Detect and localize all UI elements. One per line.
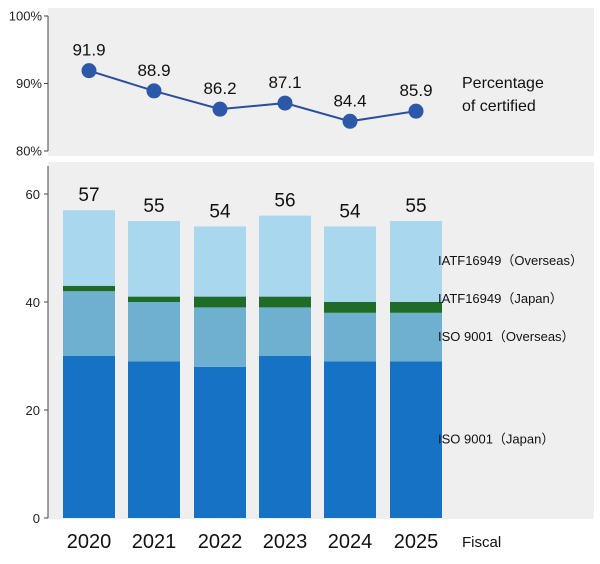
bar-total-label: 54 <box>339 201 361 222</box>
bar-segment <box>194 296 246 308</box>
bar-segment <box>63 210 115 286</box>
bar-y-axis: 0 20 40 60 <box>26 166 49 526</box>
bar-total-label: 55 <box>405 196 426 217</box>
bar-segment <box>63 356 115 518</box>
percentage-point <box>277 95 293 111</box>
bar-segment <box>128 221 180 297</box>
bar-x-tick-label: 2020 <box>67 531 112 553</box>
bar-x-tick-label: 2022 <box>198 531 243 553</box>
bar-segment <box>324 226 376 302</box>
bar-segment <box>128 296 180 302</box>
series-label: ISO 9001（Japan） <box>438 432 554 447</box>
bar-segment <box>128 302 180 362</box>
bar-x-tick-label: 2021 <box>132 531 177 553</box>
line-y-tick-label: 90% <box>16 76 42 91</box>
bar-segment <box>324 302 376 313</box>
bar-total-labels: 57 55 54 56 54 55 <box>78 185 426 222</box>
bar-y-tick-label: 20 <box>26 403 40 418</box>
bar-segment <box>194 307 246 367</box>
line-chart-background <box>48 8 594 156</box>
bar-segment <box>63 285 115 292</box>
percentage-point <box>408 103 424 119</box>
percentage-points <box>81 63 424 129</box>
line-y-axis: 80% 90% 100% <box>9 9 49 159</box>
line-label-line-2: of certified <box>462 98 536 115</box>
line-y-tick-label: 80% <box>16 144 42 159</box>
percentage-value-labels: 91.9 88.9 86.2 87.1 84.4 85.9 <box>72 41 432 111</box>
percentage-line <box>88 69 417 123</box>
series-label: ISO 9001（Overseas） <box>438 329 575 344</box>
bar-segment <box>259 307 311 356</box>
percentage-value-label: 85.9 <box>399 81 432 100</box>
bar-segment <box>390 221 442 302</box>
bar-y-tick-label: 0 <box>33 511 40 526</box>
series-labels: ISO 9001（Japan） ISO 9001（Overseas） IATF169… <box>438 253 583 447</box>
bar-segment <box>324 312 376 362</box>
bar-segment <box>390 361 442 518</box>
bar-x-axis: 2020 2021 2022 2023 2024 2025 <box>67 531 439 553</box>
bar-x-tick-label: 2025 <box>394 531 439 553</box>
bar-segment <box>259 296 311 308</box>
bar-y-tick-label: 40 <box>26 295 40 310</box>
bar-total-label: 56 <box>274 191 295 212</box>
bar-segment <box>63 291 115 356</box>
bar-x-tick-label: 2024 <box>328 531 373 553</box>
percentage-value-label: 87.1 <box>268 73 301 92</box>
bar-x-tick-label: 2023 <box>263 531 308 553</box>
bar-segment <box>194 226 246 297</box>
percentage-point <box>81 63 97 79</box>
percentage-line-chart: 80% 90% 100% 91.9 88.9 86.2 87.1 84.4 85.9 Perc… <box>9 9 544 159</box>
percentage-value-label: 86.2 <box>203 79 236 98</box>
percentage-value-label: 91.9 <box>72 41 105 60</box>
bar-total-label: 55 <box>143 196 164 217</box>
percentage-point <box>212 101 228 117</box>
bar-segment <box>390 312 442 362</box>
percentage-point <box>146 83 162 99</box>
percentage-point <box>342 113 358 129</box>
series-label: IATF16949（Overseas） <box>438 253 583 268</box>
line-label-line-1: Percentage <box>462 75 544 92</box>
series-label: IATF16949（Japan） <box>438 291 563 306</box>
x-axis-label: Fiscal <box>462 534 501 551</box>
percentage-value-label: 84.4 <box>333 91 366 110</box>
percentage-value-label: 88.9 <box>137 61 170 80</box>
bar-segment <box>324 361 376 518</box>
bar-segment <box>259 356 311 518</box>
bar-segment <box>390 302 442 313</box>
bar-total-label: 57 <box>78 185 99 206</box>
bar-segment <box>194 366 246 518</box>
bar-total-label: 54 <box>209 201 231 222</box>
bar-stacks <box>63 210 442 518</box>
bar-segment <box>259 215 311 297</box>
bar-segment <box>128 361 180 518</box>
line-y-tick-label: 100% <box>9 9 43 24</box>
bar-y-tick-label: 60 <box>26 187 40 202</box>
